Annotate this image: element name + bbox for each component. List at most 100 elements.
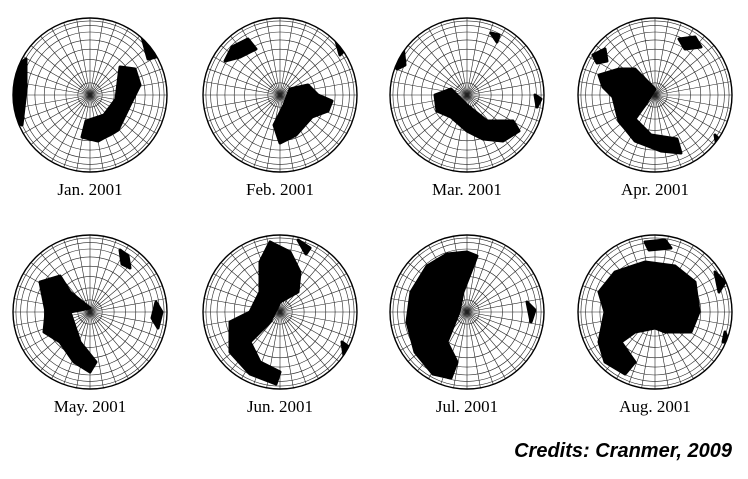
dark-region [118, 248, 132, 270]
grid-spoke [466, 273, 534, 313]
grid-spoke [466, 22, 494, 96]
grid-spoke [51, 245, 91, 313]
grid-spoke [89, 262, 150, 313]
dark-region [223, 37, 258, 63]
panel-label: Apr. 2001 [621, 180, 689, 199]
grid-spoke [17, 68, 91, 96]
grid-spoke [279, 273, 347, 313]
grid-spoke [89, 236, 104, 313]
grid-spoke [76, 236, 91, 313]
plot-border [577, 234, 733, 390]
blobs [223, 37, 346, 145]
grid-spoke [253, 94, 281, 168]
grid-spoke [279, 311, 330, 372]
grid-spoke [466, 236, 481, 313]
grid-spoke [279, 311, 347, 351]
grid-spoke [466, 311, 506, 379]
grid-spoke [23, 94, 91, 134]
dark-region [591, 47, 609, 65]
grid-spoke [466, 35, 517, 96]
grid-spoke [279, 252, 330, 313]
grid-spoke [466, 81, 543, 96]
grid-spoke [89, 273, 157, 313]
grid-spoke [654, 94, 731, 109]
dark-region [150, 300, 164, 330]
dark-region [272, 83, 334, 145]
panel-label: Jan. 2001 [57, 180, 122, 199]
dark-region [643, 238, 673, 252]
grid-spoke [279, 262, 340, 313]
grid-spoke [89, 22, 117, 96]
grid-spoke [641, 19, 656, 96]
grid-spoke [89, 311, 104, 388]
dark-region [597, 260, 701, 376]
grid-spoke [89, 239, 117, 313]
grid-spoke [63, 94, 91, 168]
grid-spoke [654, 94, 682, 168]
panel-label: Jul. 2001 [436, 397, 498, 416]
grid-spoke [466, 285, 540, 313]
dark-region [296, 238, 312, 256]
grid-spoke [23, 56, 91, 96]
grid-spoke [654, 94, 728, 122]
grid-spoke [51, 94, 91, 162]
grid-spoke [654, 94, 722, 134]
grid-spoke [17, 94, 91, 122]
grid-spoke [279, 298, 356, 313]
grid-spoke [654, 22, 682, 96]
grid-spoke [89, 311, 150, 362]
panel-label: Feb. 2001 [246, 180, 314, 199]
grid-spoke [428, 28, 468, 96]
dark-region [525, 300, 537, 324]
grid-spoke [266, 94, 281, 171]
plot-border [202, 234, 358, 390]
grid-spoke [230, 94, 281, 155]
grid-spoke [466, 311, 517, 372]
grid-spoke [466, 68, 540, 96]
polar-plot [577, 17, 733, 173]
grid-spoke [654, 81, 731, 96]
panel-label: Mar. 2001 [432, 180, 502, 199]
grid-spoke [89, 28, 129, 96]
grid-spoke [466, 45, 527, 96]
grid-spoke [30, 94, 91, 145]
grid-spoke [466, 311, 481, 388]
grid-spoke [466, 311, 534, 351]
grid-spoke [207, 94, 281, 122]
grid-spoke [279, 19, 294, 96]
polar-plot [12, 17, 168, 173]
grid-spoke [466, 298, 543, 313]
grid-spoke [654, 94, 694, 162]
grid-spoke [253, 22, 281, 96]
grid-spoke [279, 285, 353, 313]
blobs [13, 35, 158, 143]
grid-spoke [63, 22, 91, 96]
panel-label: Aug. 2001 [619, 397, 691, 416]
grid-spoke [466, 262, 527, 313]
grid-spoke [279, 311, 356, 326]
grid-spoke [204, 81, 281, 96]
grid-spoke [654, 45, 715, 96]
grid-spoke [89, 311, 166, 326]
grid-spoke [14, 94, 91, 109]
polar-plot [12, 234, 168, 390]
grid-spoke [89, 311, 140, 372]
grid-spoke [453, 311, 468, 388]
grid-spoke [466, 94, 534, 134]
dark-region [533, 93, 543, 109]
plot-border [12, 234, 168, 390]
plot-border [577, 17, 733, 173]
grid-spoke [220, 94, 281, 145]
grid-spoke [204, 94, 281, 109]
polar-plot [389, 234, 545, 390]
grid-spoke [466, 311, 527, 362]
dark-region [38, 274, 98, 374]
grid-spoke [466, 311, 494, 385]
grid-spoke [394, 68, 468, 96]
grid-spoke [89, 311, 129, 379]
grid-spoke [89, 285, 163, 313]
grid-spoke [279, 311, 340, 362]
grid-spoke [654, 68, 728, 96]
grid-spoke [440, 22, 468, 96]
grid-spoke [40, 94, 91, 155]
